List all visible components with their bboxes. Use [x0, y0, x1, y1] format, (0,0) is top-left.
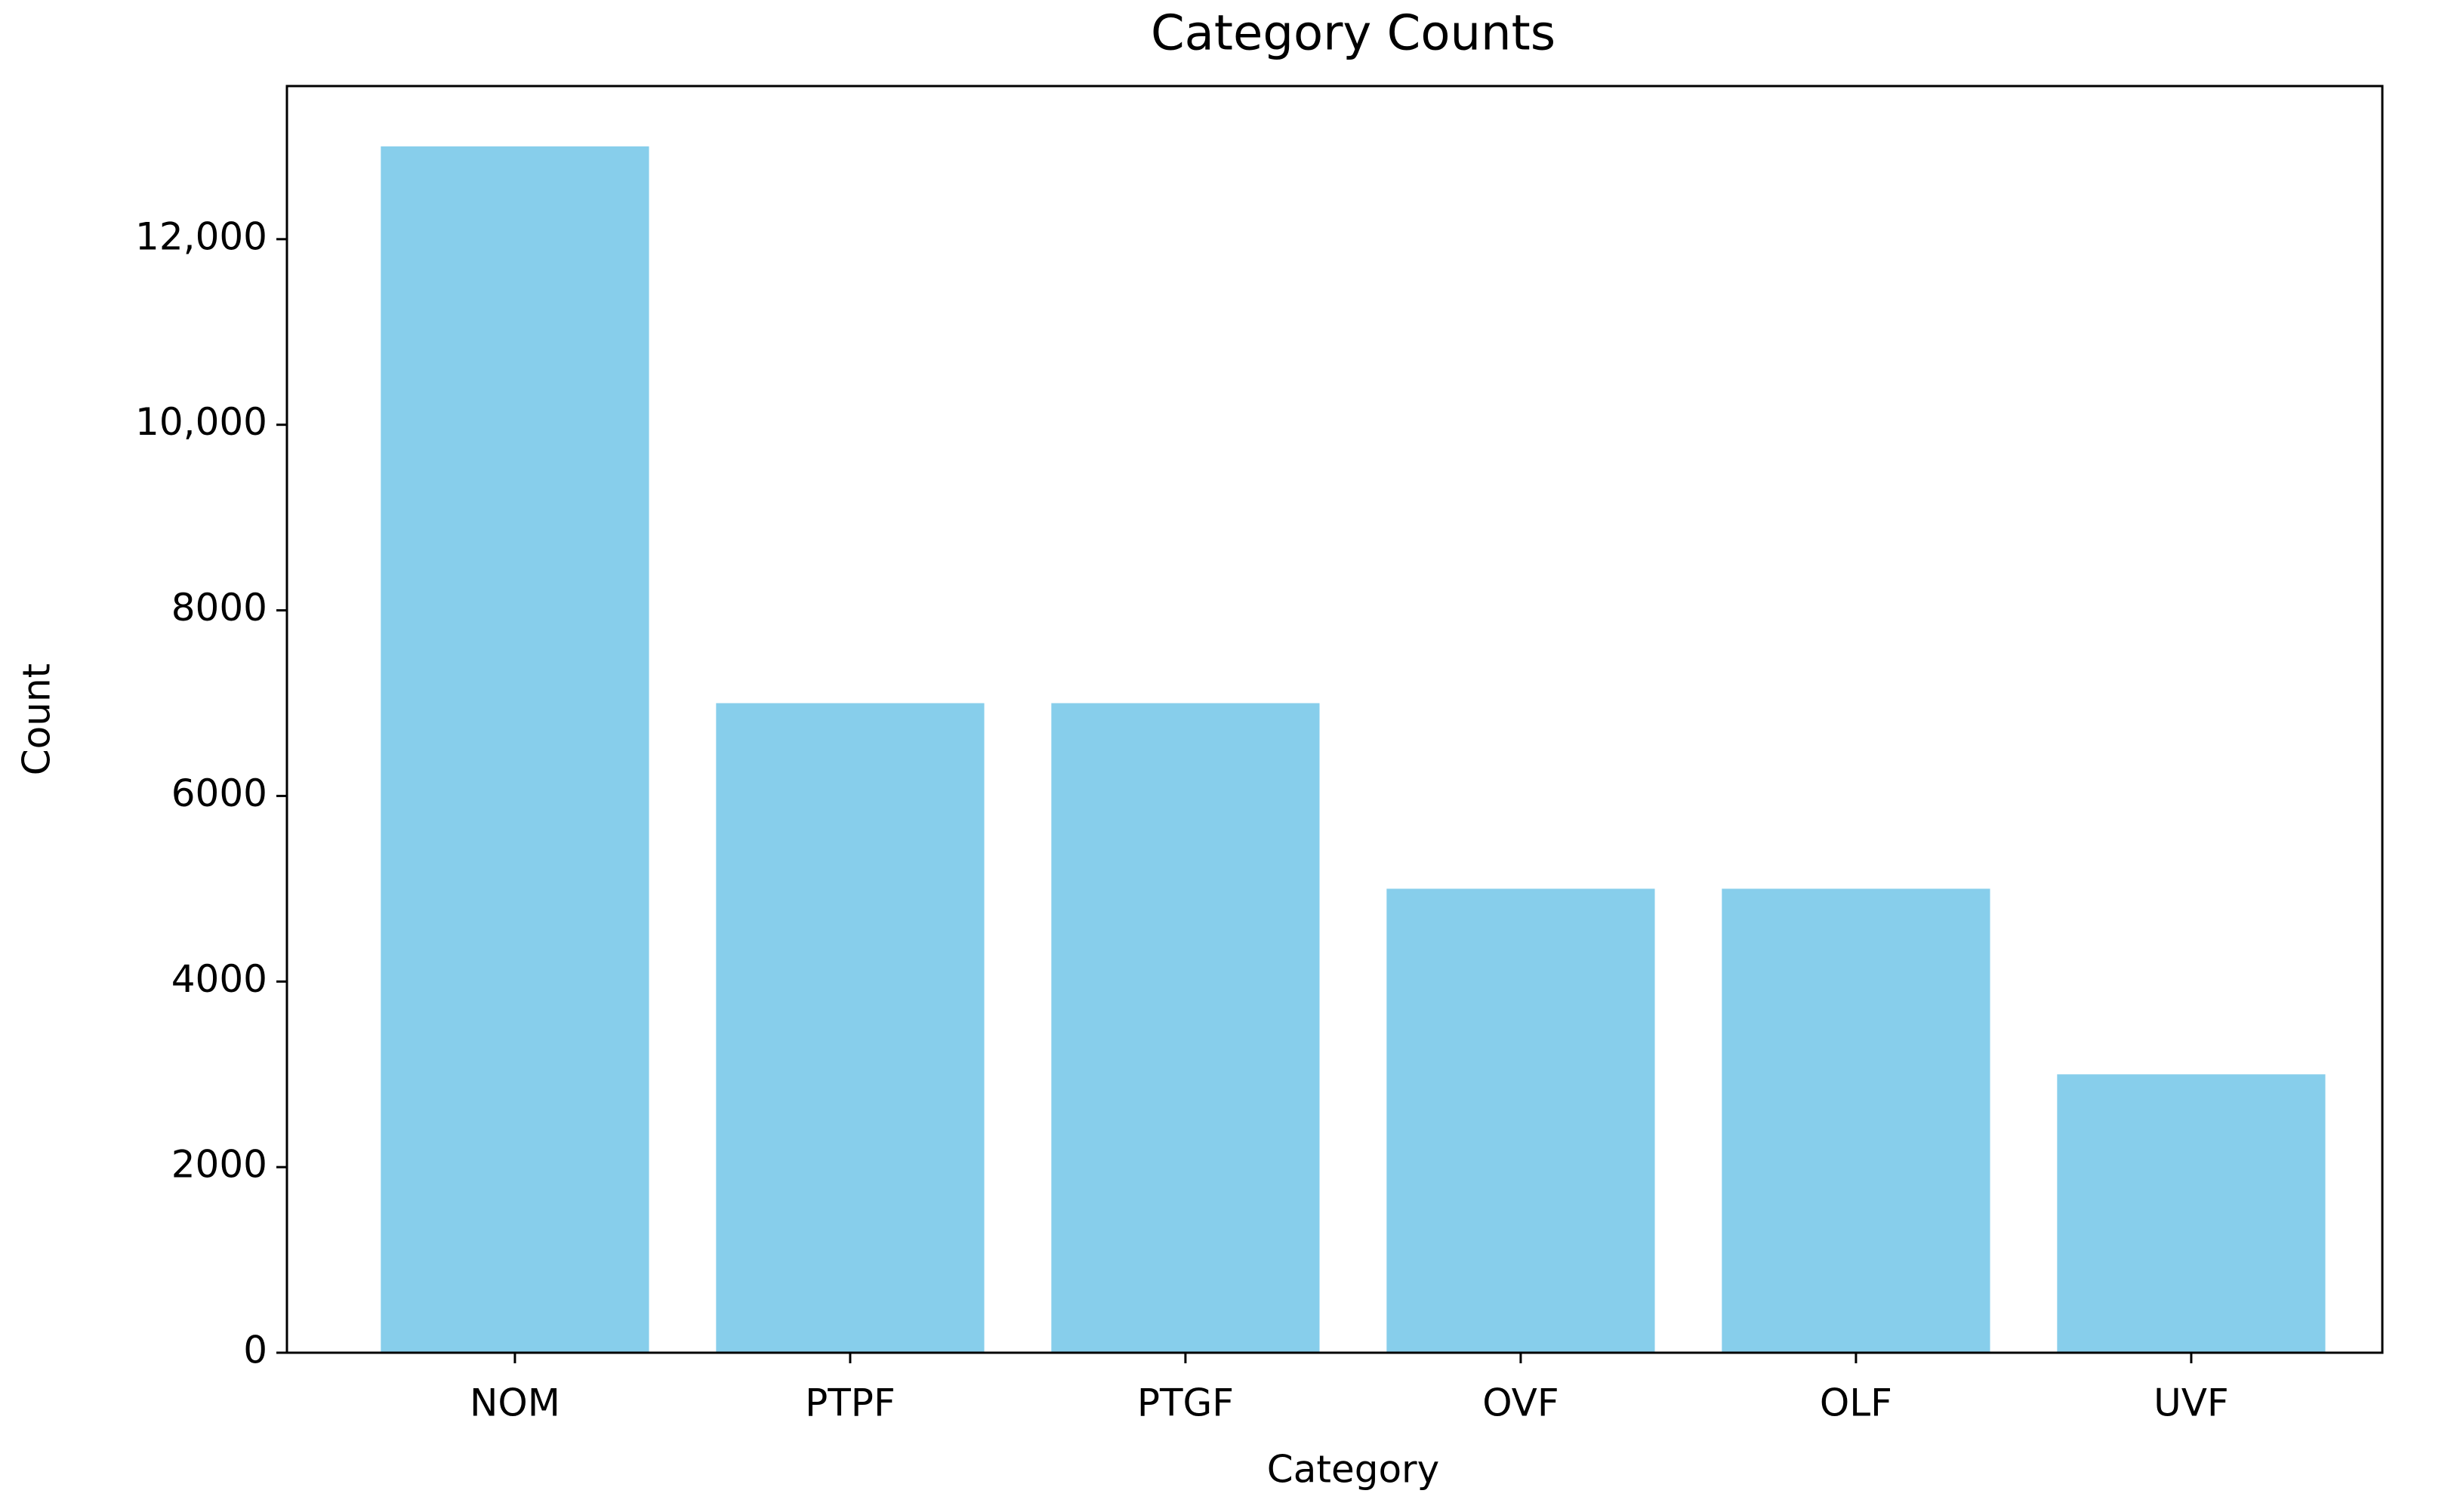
- bar: [716, 703, 985, 1353]
- plot-frame: [285, 85, 2384, 1354]
- y-axis-label: Count: [15, 664, 59, 776]
- bar: [2057, 1074, 2326, 1353]
- y-tick-label: 12,000: [135, 214, 267, 258]
- x-tick-label: PTGF: [1137, 1381, 1234, 1425]
- bar: [381, 146, 649, 1353]
- x-tick-label: OVF: [1482, 1381, 1559, 1425]
- bar: [1386, 888, 1655, 1353]
- y-tick-label: 0: [243, 1329, 267, 1372]
- x-axis-label: Category: [1267, 1448, 1439, 1492]
- bar: [1051, 703, 1320, 1353]
- x-tick-label: OLF: [1820, 1381, 1892, 1425]
- bar: [1722, 888, 1990, 1353]
- y-tick-label: 4000: [171, 957, 267, 1001]
- y-tick-label: 6000: [171, 771, 267, 815]
- x-tick-label: NOM: [470, 1381, 560, 1425]
- y-tick-label: 2000: [171, 1143, 267, 1187]
- x-tick-label: PTPF: [805, 1381, 896, 1425]
- y-tick-label: 8000: [171, 586, 267, 630]
- chart-title: Category Counts: [1151, 6, 1555, 62]
- y-tick-label: 10,000: [135, 400, 267, 444]
- x-tick-label: UVF: [2154, 1381, 2229, 1425]
